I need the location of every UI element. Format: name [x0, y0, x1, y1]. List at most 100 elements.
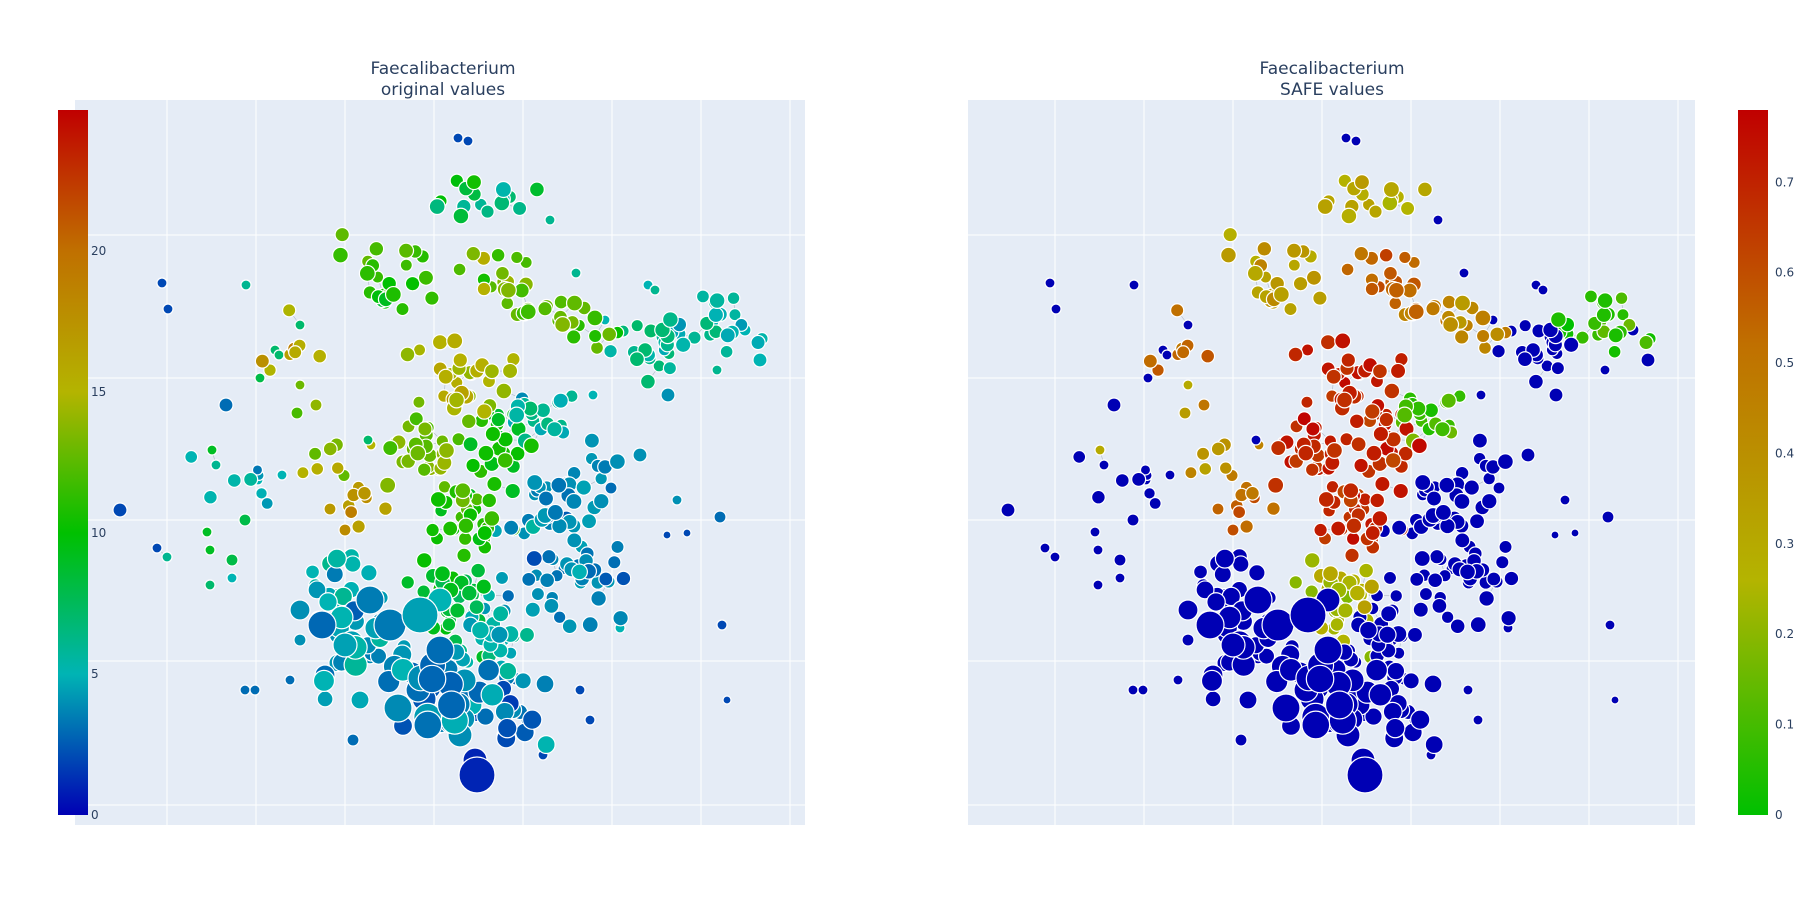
original-node[interactable] [415, 551, 433, 569]
safe-node[interactable] [1364, 281, 1380, 297]
safe-node[interactable] [1325, 368, 1342, 385]
safe-node[interactable] [1232, 555, 1250, 573]
safe-node[interactable] [1126, 513, 1140, 527]
original-node[interactable] [296, 466, 310, 480]
safe-node[interactable] [1527, 373, 1544, 390]
original-node[interactable] [550, 476, 568, 494]
safe-node[interactable] [1164, 469, 1176, 481]
safe-node[interactable] [1089, 526, 1101, 538]
original-node[interactable] [752, 352, 768, 368]
original-node[interactable] [255, 487, 268, 500]
original-node[interactable] [468, 599, 485, 616]
safe-node[interactable] [1222, 226, 1238, 243]
original-node[interactable] [480, 682, 505, 707]
safe-node[interactable] [1324, 690, 1355, 720]
safe-node[interactable] [1172, 674, 1184, 686]
original-node[interactable] [630, 318, 644, 333]
original-node[interactable] [722, 695, 732, 705]
original-node[interactable] [251, 464, 264, 476]
original-node[interactable] [483, 363, 500, 380]
safe-node[interactable] [1353, 457, 1369, 474]
safe-node[interactable] [1195, 610, 1225, 640]
safe-node[interactable] [1454, 532, 1471, 549]
original-node[interactable] [687, 330, 702, 345]
original-node[interactable] [544, 214, 556, 226]
original-node[interactable] [522, 709, 543, 730]
safe-node[interactable] [1346, 756, 1384, 794]
original-node[interactable] [509, 445, 526, 462]
original-node[interactable] [481, 492, 498, 509]
safe-node[interactable] [1270, 439, 1287, 457]
original-node[interactable] [334, 226, 350, 243]
original-node[interactable] [590, 590, 607, 607]
safe-node[interactable] [1348, 584, 1366, 602]
safe-node[interactable] [1142, 372, 1154, 384]
original-node[interactable] [726, 291, 741, 306]
safe-node[interactable] [1384, 717, 1406, 739]
safe-node[interactable] [1406, 626, 1424, 644]
original-node[interactable] [238, 513, 252, 527]
safe-node[interactable] [1414, 473, 1432, 492]
safe-node[interactable] [1334, 332, 1352, 350]
safe-node[interactable] [1245, 485, 1260, 501]
safe-node[interactable] [1575, 330, 1590, 345]
safe-node[interactable] [1550, 361, 1566, 376]
safe-node[interactable] [1184, 466, 1198, 480]
safe-node[interactable] [1604, 619, 1616, 631]
safe-node[interactable] [1550, 530, 1560, 540]
original-node[interactable] [452, 262, 467, 277]
original-node[interactable] [521, 571, 537, 587]
original-node[interactable] [565, 329, 582, 345]
original-node[interactable] [254, 353, 270, 369]
original-node[interactable] [218, 397, 234, 413]
original-node[interactable] [307, 446, 323, 461]
original-node[interactable] [570, 267, 582, 279]
safe-node[interactable] [1410, 709, 1431, 730]
safe-node[interactable] [1193, 564, 1209, 580]
safe-node[interactable] [1570, 528, 1580, 538]
original-node[interactable] [465, 173, 483, 191]
original-node[interactable] [290, 406, 304, 420]
safe-node[interactable] [1256, 240, 1273, 257]
safe-node[interactable] [1607, 327, 1624, 344]
safe-node[interactable] [1287, 346, 1304, 363]
safe-node[interactable] [1388, 296, 1403, 311]
original-node[interactable] [243, 471, 259, 487]
safe-node[interactable] [1292, 275, 1309, 292]
original-node[interactable] [428, 198, 446, 216]
original-node[interactable] [649, 284, 661, 296]
original-node[interactable] [552, 610, 567, 625]
original-node[interactable] [204, 579, 216, 591]
safe-node[interactable] [1348, 413, 1365, 430]
safe-node[interactable] [1285, 242, 1303, 259]
safe-node[interactable] [1148, 496, 1162, 511]
safe-node[interactable] [1344, 547, 1360, 564]
safe-node[interactable] [1374, 475, 1391, 493]
original-node[interactable] [476, 524, 493, 542]
safe-node[interactable] [1489, 326, 1506, 343]
original-node[interactable] [682, 528, 692, 538]
safe-node[interactable] [1364, 707, 1383, 726]
original-node[interactable] [434, 565, 451, 583]
safe-node[interactable] [1091, 489, 1106, 505]
safe-node[interactable] [1353, 173, 1371, 191]
original-node[interactable] [417, 421, 433, 437]
original-node[interactable] [589, 340, 605, 355]
safe-node[interactable] [1317, 490, 1335, 508]
safe-node[interactable] [1322, 565, 1339, 583]
safe-node[interactable] [1297, 444, 1315, 462]
original-node[interactable] [462, 436, 479, 453]
original-node[interactable] [429, 490, 447, 508]
original-node[interactable] [565, 492, 583, 511]
original-node[interactable] [592, 492, 610, 510]
original-node[interactable] [254, 372, 266, 384]
original-node[interactable] [225, 553, 239, 567]
safe-node[interactable] [1462, 684, 1474, 696]
safe-node[interactable] [1477, 340, 1493, 355]
safe-node[interactable] [1072, 449, 1087, 464]
original-node[interactable] [318, 592, 338, 612]
original-node[interactable] [399, 258, 413, 272]
safe-node[interactable] [1472, 714, 1484, 726]
original-node[interactable] [452, 352, 469, 368]
safe-node[interactable] [1378, 411, 1395, 428]
